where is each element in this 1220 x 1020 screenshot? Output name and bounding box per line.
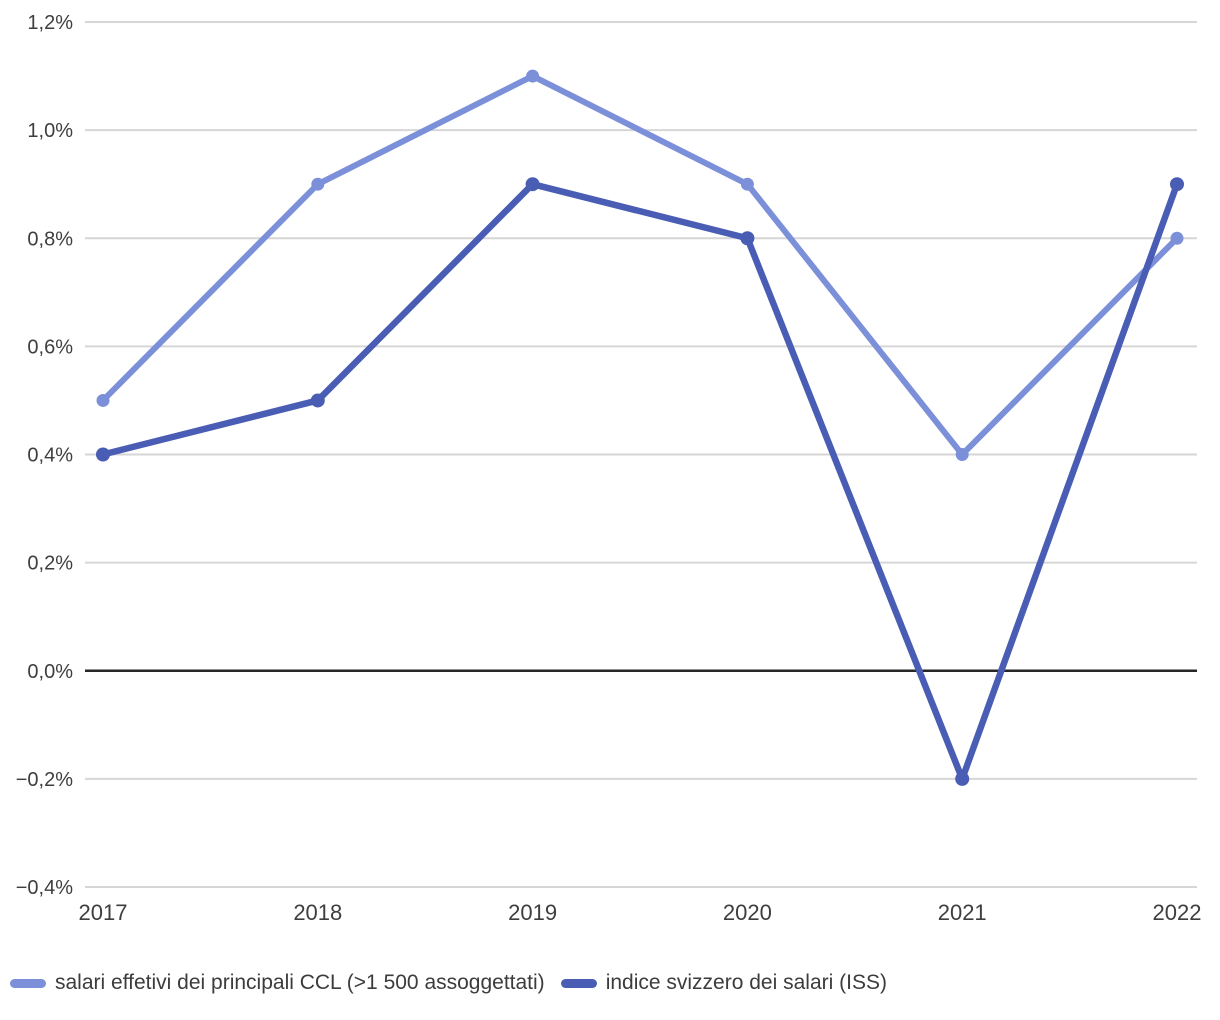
data-point [740,177,754,191]
series-1 [96,177,1184,786]
legend-item-iss: indice svizzero dei salari (ISS) [560,971,887,995]
y-tick-label: −0,2% [16,769,73,791]
legend-label-iss: indice svizzero dei salari (ISS) [605,971,887,994]
y-tick-label: 0,2% [27,553,73,575]
data-point [740,231,755,246]
y-tick-label: 1,0% [27,120,73,142]
y-tick-label: −0,4% [16,877,73,899]
data-point [96,393,110,407]
y-tick-label: 1,2% [27,12,73,34]
legend-label-ccl: salari effetivi dei principali CCL (>1 5… [55,971,545,994]
y-tick-label: 0,6% [27,336,73,358]
chart-canvas: −0,4% −0,2% 0,0% 0,2% 0,4% 0,6% 0,8% 1,0% 1,2% 2… [16,12,1202,925]
x-tick-label: 2022 [1153,900,1202,925]
y-tick-label: 0,8% [27,228,73,250]
data-point [955,771,970,786]
legend: salari effetivi dei principali CCL (>1 5… [10,971,1220,995]
y-tick-label: 0,0% [27,661,73,683]
y-tick-label: 0,4% [27,445,73,467]
data-point [526,69,540,83]
legend-marker-iss [560,978,597,988]
x-axis-labels: 2017 2018 2019 2020 2021 2022 [79,900,1202,925]
series-group [96,69,1184,786]
data-point [96,447,110,462]
x-tick-label: 2020 [723,900,772,925]
x-tick-label: 2018 [293,900,342,925]
x-tick-label: 2019 [508,900,557,925]
data-point [310,393,325,408]
series-line [100,73,1180,458]
y-axis-labels: −0,4% −0,2% 0,0% 0,2% 0,4% 0,6% 0,8% 1,0% 1,2% [16,12,73,899]
data-point [525,177,540,192]
data-point [955,448,969,461]
legend-item-ccl: salari effetivi dei principali CCL (>1 5… [10,971,545,995]
data-point [1170,177,1184,192]
data-point [311,177,325,191]
series-0 [96,69,1184,461]
series-line [99,180,1181,783]
x-tick-label: 2021 [938,900,987,925]
x-tick-label: 2017 [79,900,128,925]
data-point [1170,231,1184,245]
legend-marker-ccl [10,978,46,988]
gridlines-group [85,21,1197,888]
